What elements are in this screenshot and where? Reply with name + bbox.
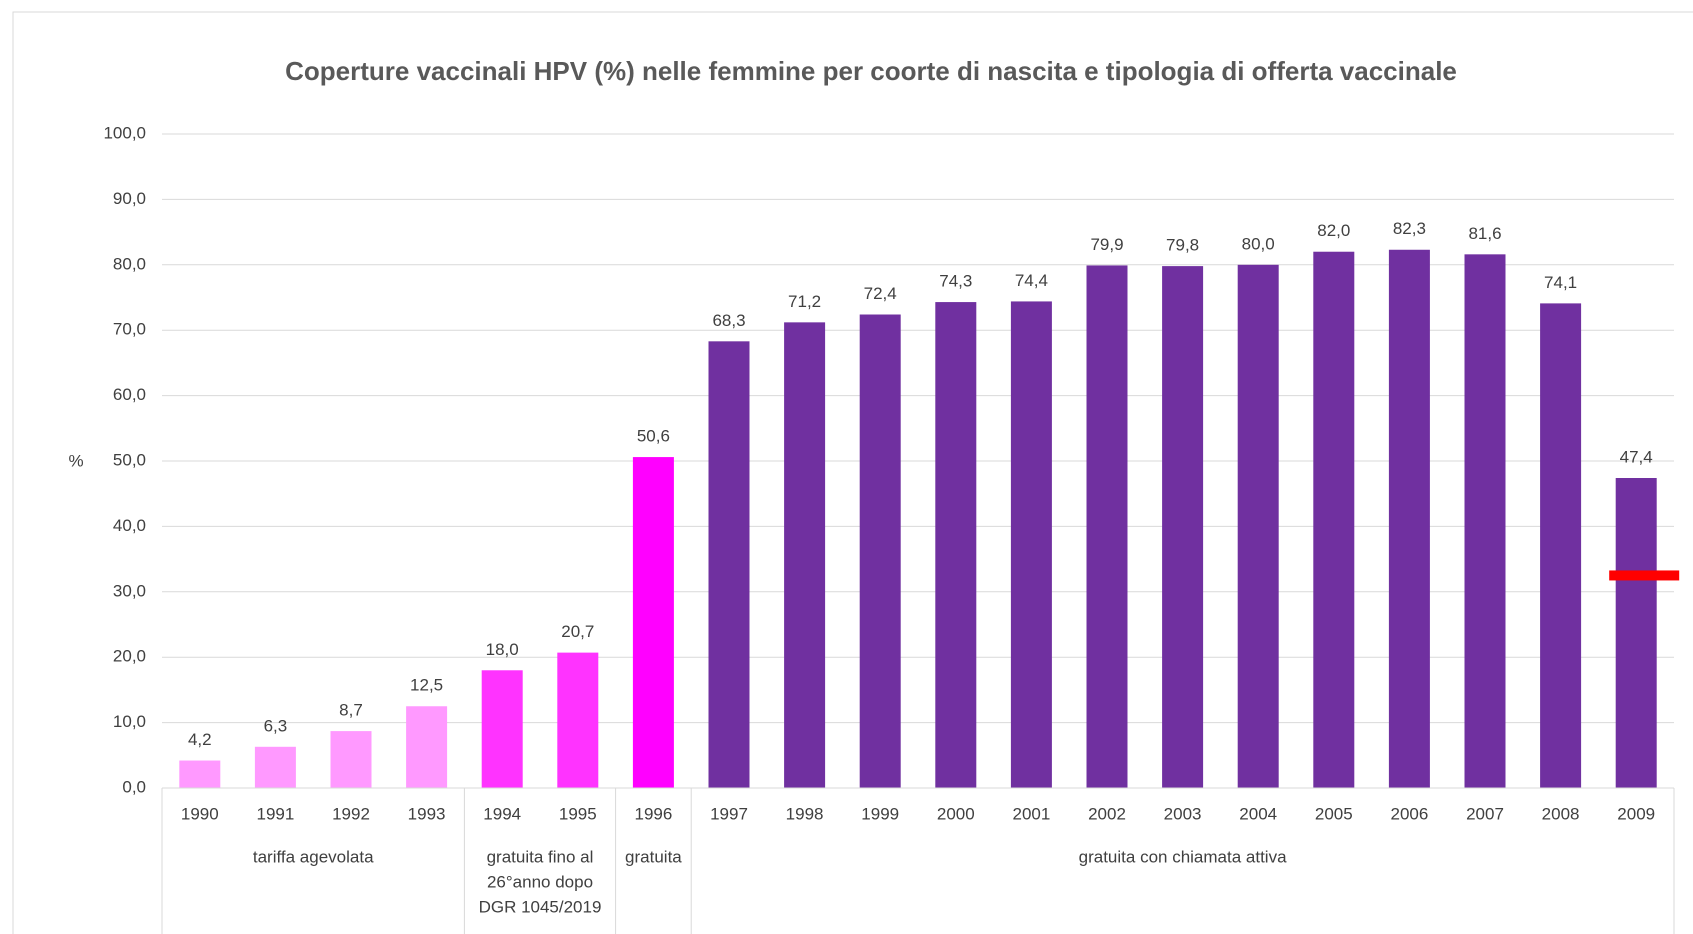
data-label: 82,0 xyxy=(1317,221,1350,240)
data-label: 82,3 xyxy=(1393,219,1426,238)
bar xyxy=(1615,478,1657,788)
y-tick-label: 80,0 xyxy=(113,254,146,273)
marker xyxy=(1609,570,1680,581)
x-tick-label: 2002 xyxy=(1088,804,1126,823)
data-label: 50,6 xyxy=(637,427,670,446)
bar xyxy=(632,457,674,788)
x-tick-label: 2007 xyxy=(1466,804,1504,823)
bar xyxy=(859,314,901,788)
data-label: 12,5 xyxy=(410,676,443,695)
data-label: 47,4 xyxy=(1620,447,1653,466)
x-tick-label: 2009 xyxy=(1617,804,1655,823)
data-label: 4,2 xyxy=(188,730,212,749)
x-tick-label: 1990 xyxy=(181,804,219,823)
data-label: 6,3 xyxy=(264,716,288,735)
group-label: DGR 1045/2019 xyxy=(479,897,602,916)
data-label: 79,9 xyxy=(1090,235,1123,254)
bar xyxy=(481,670,523,788)
x-tick-label: 1992 xyxy=(332,804,370,823)
bar xyxy=(1540,303,1582,788)
data-label: 81,6 xyxy=(1468,224,1501,243)
bar xyxy=(708,341,750,788)
x-tick-label: 1993 xyxy=(408,804,446,823)
y-tick-label: 10,0 xyxy=(113,712,146,731)
x-tick-label: 2004 xyxy=(1239,804,1277,823)
x-tick-label: 2000 xyxy=(937,804,975,823)
group-label: gratuita con chiamata attiva xyxy=(1079,847,1287,866)
y-tick-label: 70,0 xyxy=(113,320,146,339)
data-label: 68,3 xyxy=(712,311,745,330)
chart-title: Coperture vaccinali HPV (%) nelle femmin… xyxy=(285,56,1457,86)
y-tick-label: 30,0 xyxy=(113,581,146,600)
bar xyxy=(1010,301,1052,788)
bar xyxy=(557,652,599,788)
group-label: 26°anno dopo xyxy=(487,872,593,891)
bar xyxy=(1162,266,1204,788)
bar xyxy=(254,746,296,788)
bar xyxy=(330,731,372,788)
data-label: 71,2 xyxy=(788,292,821,311)
data-label: 72,4 xyxy=(864,284,897,303)
data-label: 79,8 xyxy=(1166,236,1199,255)
y-tick-label: 50,0 xyxy=(113,450,146,469)
chart-frame xyxy=(12,11,1693,934)
x-tick-label: 1994 xyxy=(483,804,521,823)
y-tick-label: 40,0 xyxy=(113,516,146,535)
bar xyxy=(179,760,221,788)
data-label: 74,1 xyxy=(1544,273,1577,292)
x-tick-label: 2001 xyxy=(1012,804,1050,823)
x-tick-label: 2003 xyxy=(1164,804,1202,823)
group-label: tariffa agevolata xyxy=(253,847,374,866)
y-tick-label: 100,0 xyxy=(103,123,146,142)
group-label: gratuita fino al xyxy=(487,847,594,866)
y-axis-label: % xyxy=(68,451,83,470)
x-tick-label: 1995 xyxy=(559,804,597,823)
x-tick-label: 1997 xyxy=(710,804,748,823)
y-tick-label: 60,0 xyxy=(113,385,146,404)
bar xyxy=(1313,251,1355,789)
x-tick-label: 2005 xyxy=(1315,804,1353,823)
x-tick-label: 1996 xyxy=(634,804,672,823)
bar xyxy=(784,322,826,788)
bar xyxy=(1388,249,1430,788)
data-label: 80,0 xyxy=(1242,234,1275,253)
y-tick-label: 90,0 xyxy=(113,189,146,208)
group-label: gratuita xyxy=(625,847,682,866)
bar xyxy=(1464,254,1506,788)
x-tick-label: 2006 xyxy=(1390,804,1428,823)
x-tick-label: 2008 xyxy=(1542,804,1580,823)
x-tick-label: 1999 xyxy=(861,804,899,823)
data-label: 74,4 xyxy=(1015,271,1048,290)
data-label: 74,3 xyxy=(939,272,972,291)
bar xyxy=(406,706,448,788)
data-label: 20,7 xyxy=(561,622,594,641)
data-label: 8,7 xyxy=(339,701,363,720)
bar xyxy=(935,302,977,788)
y-tick-label: 20,0 xyxy=(113,647,146,666)
x-tick-label: 1991 xyxy=(256,804,294,823)
data-label: 18,0 xyxy=(486,640,519,659)
y-tick-label: 0,0 xyxy=(122,777,146,796)
bar xyxy=(1086,265,1128,789)
x-tick-label: 1998 xyxy=(786,804,824,823)
bar xyxy=(1237,264,1279,788)
